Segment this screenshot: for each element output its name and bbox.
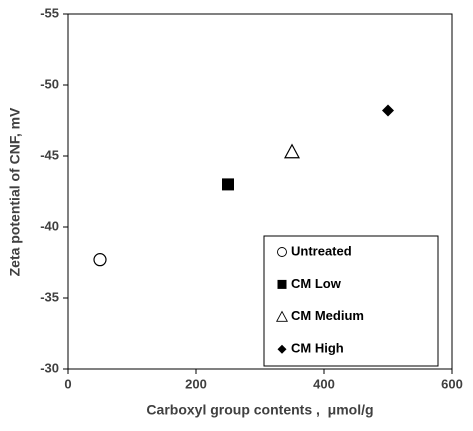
y-axis-title: Zeta potential of CNF, mV: [7, 107, 23, 276]
data-point: [382, 104, 394, 117]
data-point: [283, 143, 301, 159]
legend-label: CM High: [291, 341, 344, 356]
legend-marker: [277, 247, 287, 257]
y-tick-label: -45: [40, 147, 59, 162]
x-tick-label: 600: [441, 376, 463, 391]
y-tick-label: -50: [40, 76, 59, 91]
legend-label: CM Low: [291, 276, 342, 291]
x-tick-label: 0: [64, 376, 71, 391]
plot-frame: [67, 13, 453, 370]
x-axis-title: Carboxyl group contents , μmol/g: [146, 402, 373, 418]
x-tick-label: 200: [185, 376, 207, 391]
y-tick-label: -55: [40, 5, 59, 20]
data-point: [222, 178, 234, 191]
x-tick-label: 400: [313, 376, 335, 391]
y-tick-label: -30: [40, 360, 59, 375]
legend-marker: [275, 310, 289, 322]
legend-label: CM Medium: [291, 308, 364, 323]
data-point: [93, 253, 107, 267]
legend-box: [263, 235, 439, 367]
legend-label: Untreated: [291, 243, 352, 258]
legend-marker: [277, 344, 287, 354]
legend-marker: [277, 279, 287, 289]
y-tick-label: -40: [40, 218, 59, 233]
y-tick-label: -35: [40, 289, 59, 304]
